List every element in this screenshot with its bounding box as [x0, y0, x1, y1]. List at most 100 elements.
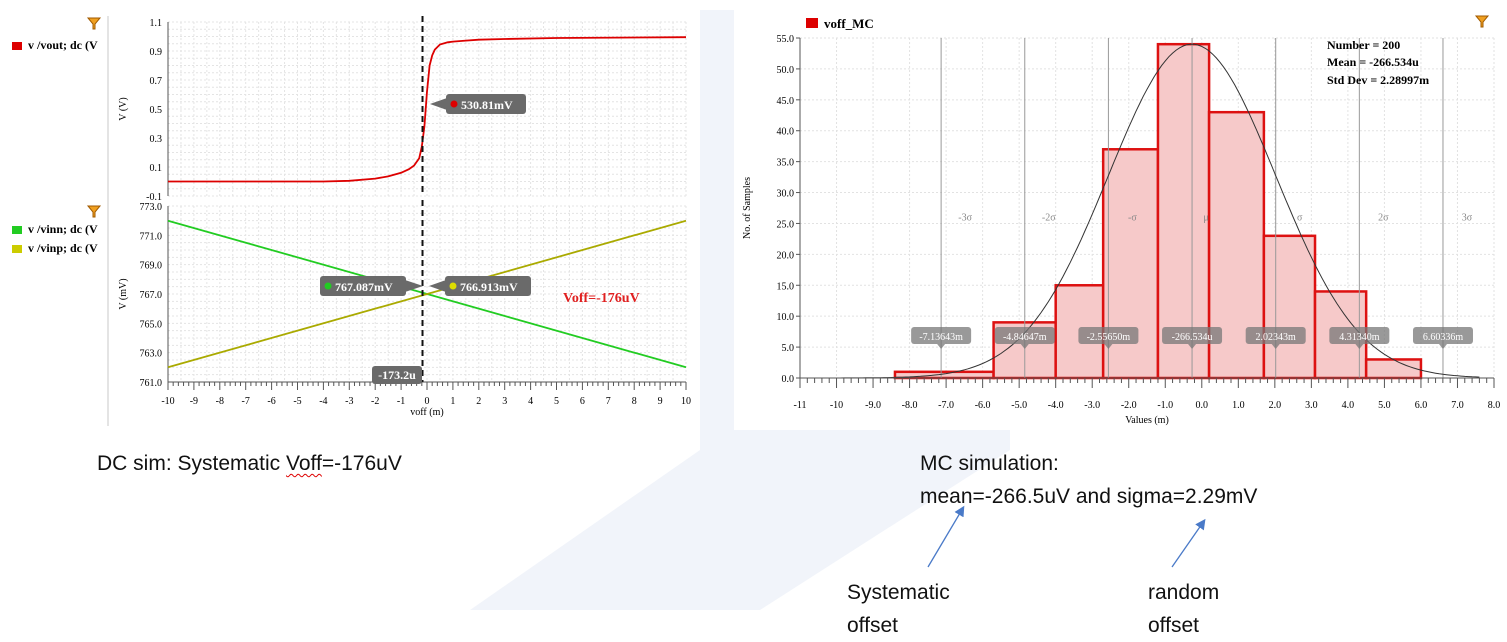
- y-tick-label: -0.1: [146, 192, 162, 203]
- y-tick-label: 35.0: [777, 158, 795, 169]
- value-marker-box: [1329, 326, 1390, 344]
- systematic-offset-line2: offset: [847, 614, 898, 637]
- funnel-icon[interactable]: [86, 17, 102, 30]
- legend-label-vout: v /vout; dc (V: [28, 38, 98, 52]
- y-tick-label: 0.0: [782, 374, 795, 385]
- systematic-offset-line1: Systematic: [847, 581, 950, 604]
- x-tick-label: -5: [293, 396, 301, 407]
- dc-caption-voff: Voff: [286, 452, 322, 475]
- x-tick-label: -9.0: [865, 400, 881, 411]
- sigma-label: 3σ: [1462, 212, 1473, 223]
- y-tick-label: 5.0: [782, 343, 795, 354]
- x-tick-label: 6.0: [1415, 400, 1428, 411]
- x-tick-label: 8: [632, 396, 637, 407]
- histogram-bar: [1262, 234, 1317, 380]
- dc-caption-suffix: =-176uV: [321, 452, 402, 475]
- x-tick-label: 0.0: [1196, 400, 1209, 411]
- value-marker-label: -266.534u: [1172, 332, 1213, 343]
- x-axis-label: voff (m): [410, 407, 443, 418]
- value-marker-label: 2.02343m: [1256, 332, 1297, 343]
- x-tick-label: -3.0: [1084, 400, 1100, 411]
- x-tick-label: 7.0: [1451, 400, 1464, 411]
- x-tick-label: -4.0: [1048, 400, 1064, 411]
- marker-vinn-label: 767.087mV: [335, 280, 393, 294]
- x-tick-label: 2: [476, 396, 481, 407]
- x-tick-label: 3: [502, 396, 507, 407]
- random-offset-label: random offset: [1148, 576, 1219, 642]
- y-axis-label: V (V): [118, 97, 129, 120]
- x-tick-label: 4: [528, 396, 533, 407]
- value-marker-label: -2.55650m: [1087, 332, 1131, 343]
- histogram-bar: [1156, 42, 1211, 380]
- voff-annotation: Voff=-176uV: [563, 291, 640, 306]
- sigma-label: 2σ: [1378, 212, 1389, 223]
- y-tick-label: 15.0: [777, 281, 795, 292]
- stat-std-dev: Std Dev = 2.28997m: [1327, 73, 1429, 87]
- stat-mean: Mean = -266.534u: [1327, 55, 1419, 69]
- y-tick-label: 773.0: [140, 202, 163, 213]
- sigma-label: μ: [1203, 212, 1208, 223]
- x-tick-label: 8.0: [1488, 400, 1501, 411]
- x-tick-label: 1.0: [1232, 400, 1245, 411]
- x-tick-label: -11: [794, 400, 807, 411]
- legend-swatch-vout: [12, 42, 22, 50]
- marker-vinp-label: 766.913mV: [460, 280, 518, 294]
- mc-sim-panel: voff_MC -3σ -2σ -σ μ σ 2σ 3σ -7.13643m -4.84647m…: [734, 10, 1502, 430]
- mc-caption-stats: mean=-266.5uV and sigma=2.29mV: [920, 485, 1258, 508]
- x-tick-label: 1: [450, 396, 455, 407]
- sigma-label: -3σ: [958, 212, 972, 223]
- y-tick-label: 45.0: [777, 96, 795, 107]
- mc-histogram-chart: voff_MC -3σ -2σ -σ μ σ 2σ 3σ -7.13643m -4.84647m…: [742, 15, 1500, 426]
- y-tick-label: 763.0: [140, 349, 163, 360]
- legend-swatch-vinn: [12, 226, 22, 234]
- y-tick-label: 0.9: [150, 47, 163, 58]
- x-tick-label: -2.0: [1121, 400, 1137, 411]
- series-line: [167, 219, 687, 369]
- x-tick-label: 6: [580, 396, 585, 407]
- funnel-icon[interactable]: [1474, 15, 1490, 28]
- x-tick-label: 5.0: [1378, 400, 1391, 411]
- value-marker-box: [911, 326, 972, 344]
- legend-label-vinn: v /vinn; dc (V: [28, 222, 98, 236]
- x-tick-label: -8: [216, 396, 224, 407]
- x-tick-label: 0: [425, 396, 430, 407]
- cursor-marker: -173.2u: [372, 366, 422, 384]
- value-marker-pointer: [1104, 343, 1113, 349]
- histogram-plot: -3σ -2σ -σ μ σ 2σ 3σ -7.13643m -4.84647m -2.55650…: [742, 34, 1500, 426]
- random-offset-line2: offset: [1148, 614, 1199, 637]
- marker-vout: 530.81mV: [430, 94, 526, 114]
- cursor-label: -173.2u: [378, 368, 416, 382]
- funnel-icon[interactable]: [86, 205, 102, 218]
- y-tick-label: 10.0: [777, 312, 795, 323]
- sigma-label: -σ: [1128, 212, 1137, 223]
- value-marker-box: [1162, 326, 1223, 344]
- y-tick-label: 30.0: [777, 189, 795, 200]
- y-tick-label: 0.5: [150, 105, 163, 116]
- value-marker-label: -7.13643m: [919, 332, 963, 343]
- y-tick-label: 40.0: [777, 127, 795, 138]
- x-tick-label: -6: [267, 396, 275, 407]
- x-tick-label: -3: [345, 396, 353, 407]
- legend-swatch-voff-mc: [806, 18, 818, 28]
- x-axis-label: Values (m): [1125, 415, 1169, 426]
- y-tick-label: 25.0: [777, 219, 795, 230]
- systematic-arrow: [927, 505, 965, 568]
- y-axis-label: V (mV): [118, 278, 129, 309]
- dc-caption-prefix: DC sim: Systematic: [97, 452, 287, 475]
- value-marker-pointer: [1438, 343, 1447, 349]
- x-tick-label: 9: [658, 396, 663, 407]
- vout-plot: -0.1 0.1 0.3 0.5 0.7 0.9 1.1 V (V): [118, 16, 687, 203]
- legend-label-vinp: v /vinp; dc (V: [28, 241, 98, 255]
- y-tick-label: 771.0: [140, 231, 163, 242]
- value-marker-box: [1245, 326, 1306, 344]
- x-tick-label: -10: [830, 400, 843, 411]
- y-tick-label: 20.0: [777, 250, 795, 261]
- y-tick-label: 769.0: [140, 261, 163, 272]
- y-axis-label: No. of Samples: [742, 177, 753, 239]
- y-tick-label: 0.3: [150, 134, 163, 145]
- value-marker-pointer: [937, 343, 946, 349]
- systematic-offset-label: Systematic offset: [847, 576, 950, 642]
- dc-sim-panel: v /vout; dc (V v /vinn; dc (V v /vinp; d…: [0, 8, 700, 428]
- x-tick-label: -10: [161, 396, 174, 407]
